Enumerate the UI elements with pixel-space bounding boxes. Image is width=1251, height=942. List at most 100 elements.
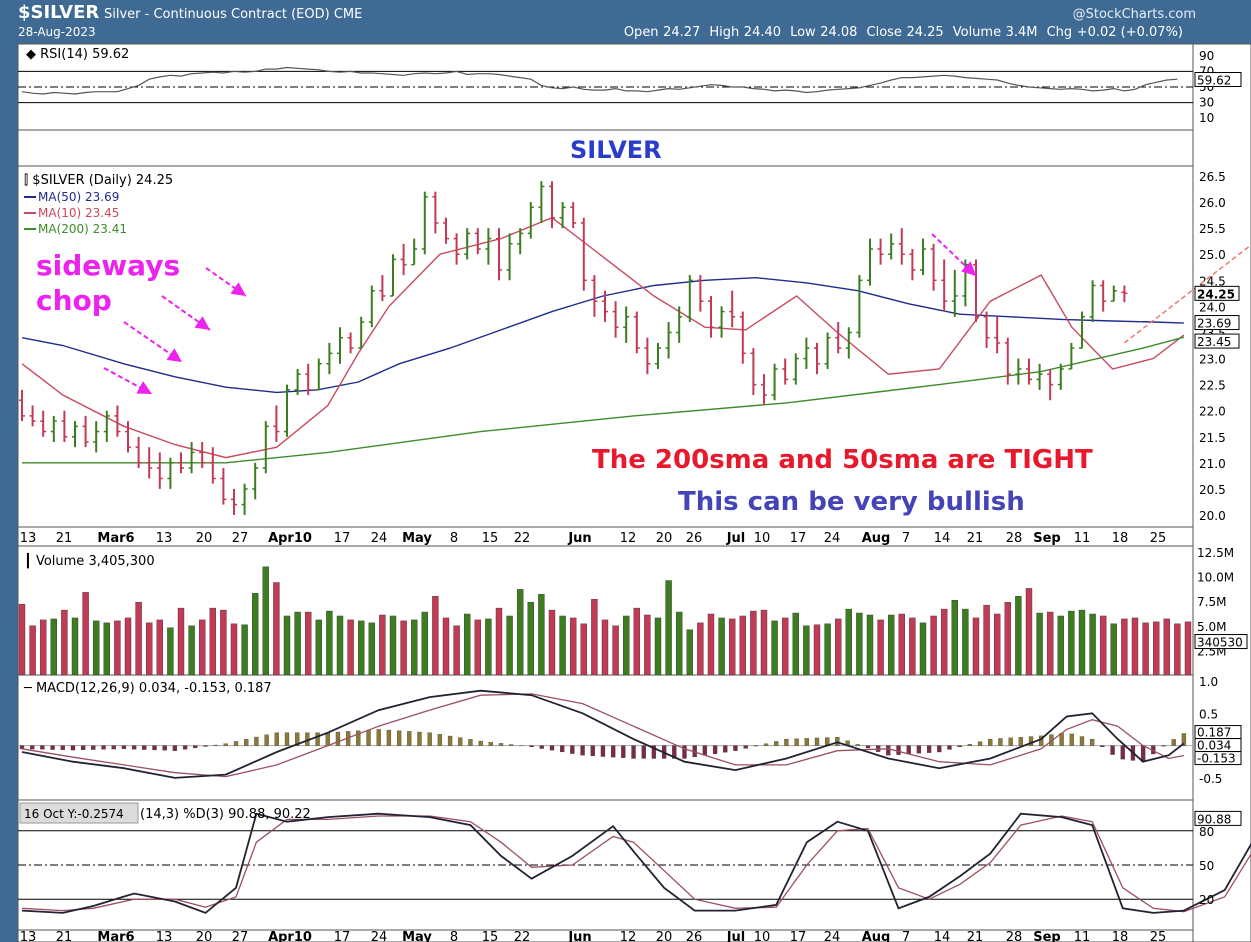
volume-bar (410, 619, 418, 676)
price-title: ⫿ $SILVER (Daily) 24.25 (24, 173, 173, 188)
volume-bar (230, 623, 238, 676)
macd-histogram-bar (509, 744, 514, 746)
x-tick-label: May (402, 531, 432, 546)
macd-histogram-bar (1181, 733, 1187, 746)
volume-bar (739, 615, 746, 676)
x-tick-label-bottom: 12 (620, 930, 637, 942)
x-tick-label: 13 (156, 531, 173, 546)
price-tick: 20.5 (1199, 483, 1226, 497)
macd-histogram-bar (50, 745, 55, 750)
macd-histogram-bar (60, 745, 65, 750)
macd-histogram-bar (529, 745, 534, 748)
volume-bar (347, 619, 354, 676)
volume-bar (92, 620, 100, 676)
volume-bar (1025, 588, 1033, 676)
arrow-shaft (103, 367, 153, 395)
volume-bar (29, 625, 36, 676)
volume-bar (834, 618, 842, 676)
tooltip-label: 16 Oct Y:-0.2574 (24, 807, 124, 821)
volume-bar (135, 601, 142, 676)
x-tick-label-bottom: 21 (56, 930, 73, 942)
volume-bar (453, 625, 460, 676)
volume-bar (1089, 613, 1096, 676)
ohlc-summary: Open 24.27 High 24.40 Low 24.08 Close 24… (623, 25, 1183, 40)
volume-bar (1036, 612, 1043, 676)
volume-tick: 10.0M (1197, 571, 1234, 585)
volume-bar (962, 608, 969, 676)
macd-histogram-bar (1008, 737, 1013, 746)
macd-histogram-bar (712, 745, 718, 754)
tight-annotation: The 200sma and 50sma are TIGHT (592, 445, 1093, 475)
x-tick-label: 24 (371, 531, 388, 546)
legend-label: MA(50) 23.69 (38, 190, 119, 204)
volume-bar (877, 619, 884, 676)
volume-bar (675, 611, 683, 676)
volume-bar (1152, 621, 1160, 676)
x-tick-label: 17 (790, 531, 807, 546)
volume-bar (124, 617, 132, 676)
price-value-label: 24.25 (1197, 287, 1235, 301)
macd-histogram-bar (804, 738, 809, 746)
macd-histogram-bar (142, 745, 147, 750)
macd-histogram-bar (988, 738, 993, 746)
macd-histogram-bar (244, 739, 249, 746)
volume-bar (336, 615, 344, 676)
macd-histogram-bar (30, 745, 35, 750)
volume-bar (644, 614, 651, 676)
x-tick-label: 10 (754, 531, 771, 546)
volume-bar (1131, 617, 1139, 676)
volume-bar (866, 614, 874, 676)
volume-bar (1099, 615, 1107, 676)
volume-bar (103, 622, 110, 676)
arrow-head (961, 261, 976, 276)
volume-bar (697, 622, 704, 676)
volume-bar (601, 619, 609, 676)
x-tick-label-bottom: 24 (824, 930, 841, 942)
x-tick-label-bottom: 22 (514, 930, 531, 942)
macd-histogram-bar (560, 745, 565, 753)
x-tick-label: 12 (620, 531, 637, 546)
volume-bar (114, 620, 121, 676)
x-tick-label: 15 (482, 531, 499, 546)
volume-bar (304, 611, 312, 676)
volume-bar (993, 613, 1001, 676)
volume-bar (887, 614, 895, 676)
price-tick: 22.0 (1199, 405, 1226, 419)
volume-bar (357, 620, 365, 676)
volume-bar (622, 615, 630, 676)
volume-bar (283, 615, 291, 676)
volume-bar (633, 607, 640, 676)
macd-histogram-bar (682, 745, 687, 759)
watermark: @StockCharts.com (1072, 7, 1196, 22)
x-tick-label: 7 (902, 531, 910, 546)
volume-tick: 7.5M (1197, 595, 1226, 609)
macd-histogram-bar (906, 745, 911, 755)
macd-histogram-bar (366, 729, 371, 746)
x-tick-label: Jul (726, 531, 746, 546)
volume-bar (294, 611, 301, 676)
x-tick-label: Sep (1033, 531, 1061, 546)
macd-histogram-bar (1069, 733, 1074, 746)
chart-header: $SILVER Silver - Continuous Contract (EO… (0, 0, 1251, 42)
macd-histogram-bar (172, 745, 178, 751)
x-tick-label-bottom: 14 (934, 930, 951, 942)
rsi-tick: 30 (1199, 96, 1214, 110)
macd-histogram-bar (396, 730, 402, 746)
volume-bar (379, 614, 386, 676)
volume-bar (1121, 618, 1128, 676)
x-tick-label-bottom: 26 (686, 930, 703, 942)
volume-tick: 5.0M (1197, 620, 1226, 634)
macd-histogram-bar (743, 745, 748, 749)
stoch-k-line (21, 812, 1251, 914)
macd-histogram-bar (376, 729, 381, 746)
volume-bar (273, 582, 280, 676)
volume-bar (559, 615, 566, 676)
volume-bar (591, 599, 598, 676)
macd-histogram-bar (1100, 745, 1105, 748)
volume-bar (432, 596, 439, 676)
x-tick-label-bottom: 11 (1074, 930, 1091, 942)
macd-histogram-bar (947, 745, 952, 750)
volume-bar (61, 609, 68, 676)
macd-histogram-bar (957, 745, 962, 748)
macd-histogram-bar (162, 745, 167, 751)
